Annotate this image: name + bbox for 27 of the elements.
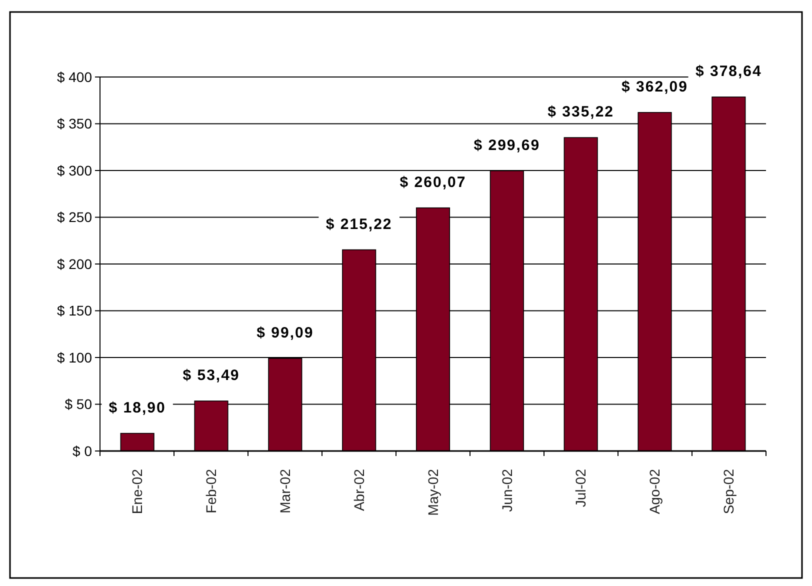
data-label: $ 362,09 [622, 78, 688, 96]
data-label: $ 378,64 [695, 62, 762, 80]
y-tick-label: $ 150 [56, 302, 92, 319]
x-tick-label: Ago-02 [646, 468, 663, 514]
x-tick-label: Ene-02 [129, 468, 146, 514]
data-label: $ 299,69 [474, 136, 540, 154]
x-tick-label: Sep-02 [720, 468, 737, 514]
x-tick-label: Feb-02 [203, 468, 220, 514]
x-tick-label: May-02 [424, 468, 441, 516]
y-tick-label: $ 100 [56, 349, 92, 366]
y-tick-label: $ 0 [72, 442, 92, 459]
data-label: $ 53,49 [182, 366, 240, 384]
x-tick-label: Jul-02 [572, 468, 589, 508]
y-tick-label: $ 400 [56, 68, 92, 85]
data-label: $ 335,22 [548, 104, 614, 121]
data-label: $ 215,22 [326, 216, 392, 233]
data-label: $ 18,90 [108, 399, 166, 416]
data-label: $ 260,07 [400, 174, 466, 191]
x-tick-label: Jun-02 [498, 468, 515, 512]
x-tick-label: Mar-02 [277, 468, 294, 514]
y-tick-label: $ 50 [64, 396, 92, 412]
y-tick-label: $ 300 [56, 162, 92, 178]
y-tick-label: $ 200 [56, 256, 92, 272]
x-tick-label: Abr-02 [350, 468, 367, 512]
y-tick-label: $ 350 [56, 116, 92, 132]
data-label: $ 99,09 [256, 324, 314, 342]
y-tick-label: $ 250 [56, 209, 92, 226]
